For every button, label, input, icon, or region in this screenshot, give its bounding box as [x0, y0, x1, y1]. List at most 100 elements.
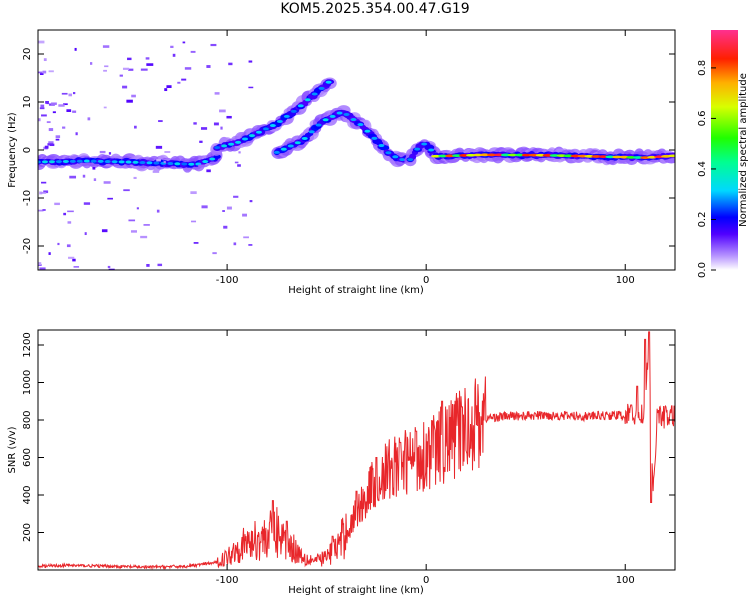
spectral-blob-core — [235, 140, 242, 144]
noise-speckle — [213, 122, 219, 126]
spectral-blob-core — [500, 153, 511, 157]
spectrogram-y-axis-label: Frequency (Hz) — [7, 112, 18, 188]
noise-speckle — [190, 191, 197, 195]
spectral-blob-core — [428, 148, 435, 152]
noise-speckle — [131, 94, 136, 98]
noise-speckle — [38, 71, 43, 74]
noise-speckle — [63, 103, 68, 106]
noise-speckle — [222, 210, 225, 212]
noise-speckle — [201, 205, 208, 209]
spectral-blob-core — [364, 129, 371, 133]
spectral-blob-core — [378, 144, 385, 148]
noise-speckle — [99, 150, 106, 154]
colorbar-label: Normalized spectral amplitude — [738, 73, 749, 227]
noise-speckle — [46, 101, 49, 105]
snr-y-ticks: 200 400 600 800 1000 1200 — [22, 332, 675, 542]
noise-speckle — [107, 197, 113, 200]
spectral-blob-core — [336, 111, 343, 115]
spectral-blob-core — [228, 142, 235, 146]
colorbar-tick-label: 0.6 — [697, 110, 708, 126]
noise-speckle — [233, 242, 237, 246]
noise-speckle — [66, 244, 71, 248]
noise-speckle — [69, 175, 77, 179]
noise-speckle — [73, 266, 80, 268]
noise-speckle — [55, 138, 60, 141]
noise-speckle — [172, 53, 176, 57]
x-tick-label: 100 — [616, 575, 635, 586]
spectral-blob-core — [90, 159, 97, 163]
spectral-blob-core — [308, 130, 315, 134]
noise-speckle — [248, 86, 254, 89]
noise-speckle — [128, 68, 134, 71]
noise-speckle — [234, 161, 239, 164]
noise-speckle — [39, 107, 45, 110]
spectral-blob-core — [255, 130, 262, 134]
noise-speckle — [72, 92, 76, 95]
noise-speckle — [140, 235, 148, 239]
noise-speckle — [68, 256, 75, 259]
noise-speckle — [93, 178, 97, 181]
noise-speckle — [68, 93, 73, 97]
spectral-blob-core — [283, 114, 290, 118]
spectral-blob-core — [262, 127, 269, 131]
spectral-blob-core — [343, 112, 350, 116]
spectral-blob-core — [325, 80, 332, 84]
noise-speckle — [170, 45, 174, 49]
spectral-blob-core — [350, 118, 357, 122]
noise-speckle — [212, 252, 217, 255]
noise-speckle — [43, 58, 47, 62]
spectral-blob-core — [97, 159, 104, 163]
spectral-blob-core — [479, 153, 490, 157]
noise-speckle — [41, 181, 47, 184]
noise-speckle — [123, 189, 130, 192]
spectral-blob-core — [139, 161, 146, 165]
noise-speckle — [200, 127, 208, 130]
noise-speckle — [42, 70, 47, 74]
noise-speckle — [166, 85, 172, 89]
noise-speckle — [72, 110, 77, 113]
y-tick-label: -20 — [22, 238, 33, 254]
colorbar-tick-label: 0.8 — [697, 60, 708, 76]
x-tick-label: 100 — [616, 275, 635, 286]
spectral-blob-core — [507, 153, 518, 157]
spectral-blob-core — [76, 159, 83, 163]
noise-speckle — [140, 68, 148, 71]
spectral-blob-core — [301, 136, 308, 140]
colorbar-tick-label: 0.2 — [697, 212, 708, 228]
spectral-blob-core — [48, 160, 55, 164]
noise-speckle — [38, 262, 42, 266]
chart-title: KOM5.2025.354.00.47.G19 — [280, 1, 470, 17]
snr-x-ticks: -100 0 100 — [216, 330, 635, 586]
spectral-blob-core — [276, 119, 283, 123]
noise-speckle — [127, 57, 132, 61]
noise-speckle — [193, 122, 197, 125]
spectral-blob-core — [290, 109, 297, 113]
spectral-blob-core — [668, 154, 675, 158]
spectrogram-x-axis-label: Height of straight line (km) — [288, 285, 424, 296]
noise-speckle — [55, 135, 61, 139]
colorbar-ticks: 0.0 0.2 0.4 0.6 0.8 — [697, 60, 716, 278]
y-tick-label: 0 — [22, 147, 33, 153]
noise-speckle — [214, 92, 220, 95]
noise-speckle — [38, 118, 41, 122]
noise-speckle — [184, 67, 192, 70]
spectral-blob-core — [294, 141, 301, 145]
noise-speckle — [119, 74, 123, 77]
noise-speckle — [220, 126, 223, 130]
noise-speckle — [191, 220, 197, 223]
spectral-blob-core — [188, 162, 195, 166]
noise-speckle — [63, 212, 67, 216]
spectral-blob-core — [287, 144, 294, 148]
noise-speckle — [242, 213, 248, 217]
spectral-blob-core — [297, 104, 304, 108]
snr-series — [38, 331, 675, 570]
spectrogram-y-ticks: -20 -10 0 10 20 — [22, 48, 675, 254]
spectral-blob-core — [153, 161, 160, 165]
noise-speckle — [122, 67, 130, 70]
noise-speckle — [75, 132, 78, 136]
noise-speckle — [67, 210, 74, 213]
noise-speckle — [152, 170, 160, 173]
noise-speckle — [248, 60, 253, 63]
noise-speckle — [48, 252, 51, 255]
